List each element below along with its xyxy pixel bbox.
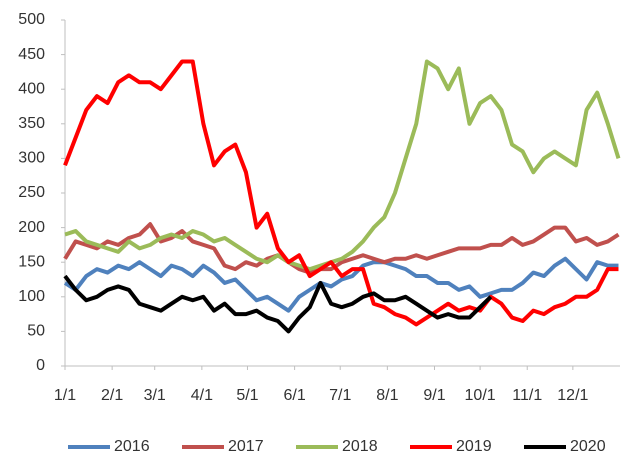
legend-label: 2020 bbox=[570, 438, 606, 455]
x-tick-label: 9/1 bbox=[423, 387, 445, 404]
y-tick-label: 100 bbox=[18, 288, 45, 305]
x-tick-label: 7/1 bbox=[329, 387, 351, 404]
series-line bbox=[63, 59, 619, 327]
series-line bbox=[63, 222, 620, 275]
y-tick-label: 500 bbox=[18, 11, 45, 28]
y-tick-label: 50 bbox=[27, 323, 45, 340]
y-tick-label: 400 bbox=[18, 80, 45, 97]
x-tick-label: 4/1 bbox=[191, 387, 213, 404]
x-tick-label: 5/1 bbox=[236, 387, 258, 404]
y-tick-label: 150 bbox=[18, 253, 45, 270]
legend-label: 2016 bbox=[114, 438, 150, 455]
y-tick-label: 250 bbox=[18, 184, 45, 201]
y-tick-label: 300 bbox=[18, 150, 45, 167]
x-tick-label: 12/1 bbox=[557, 387, 588, 404]
x-tick-label: 10/1 bbox=[465, 387, 496, 404]
legend-label: 2019 bbox=[456, 438, 492, 455]
x-tick-label: 1/1 bbox=[54, 387, 76, 404]
x-tick-label: 8/1 bbox=[376, 387, 398, 404]
legend-label: 2017 bbox=[228, 438, 264, 455]
y-tick-label: 350 bbox=[18, 115, 45, 132]
x-tick-label: 6/1 bbox=[283, 387, 305, 404]
x-tick-label: 2/1 bbox=[101, 387, 123, 404]
series-line bbox=[64, 59, 621, 272]
x-tick-label: 11/1 bbox=[512, 387, 542, 404]
series-line bbox=[63, 274, 493, 334]
series-line bbox=[63, 256, 619, 313]
y-tick-label: 200 bbox=[18, 219, 45, 236]
x-tick-label: 3/1 bbox=[144, 387, 166, 404]
legend-label: 2018 bbox=[342, 438, 378, 455]
y-tick-label: 0 bbox=[36, 357, 45, 374]
y-tick-label: 450 bbox=[18, 46, 45, 63]
